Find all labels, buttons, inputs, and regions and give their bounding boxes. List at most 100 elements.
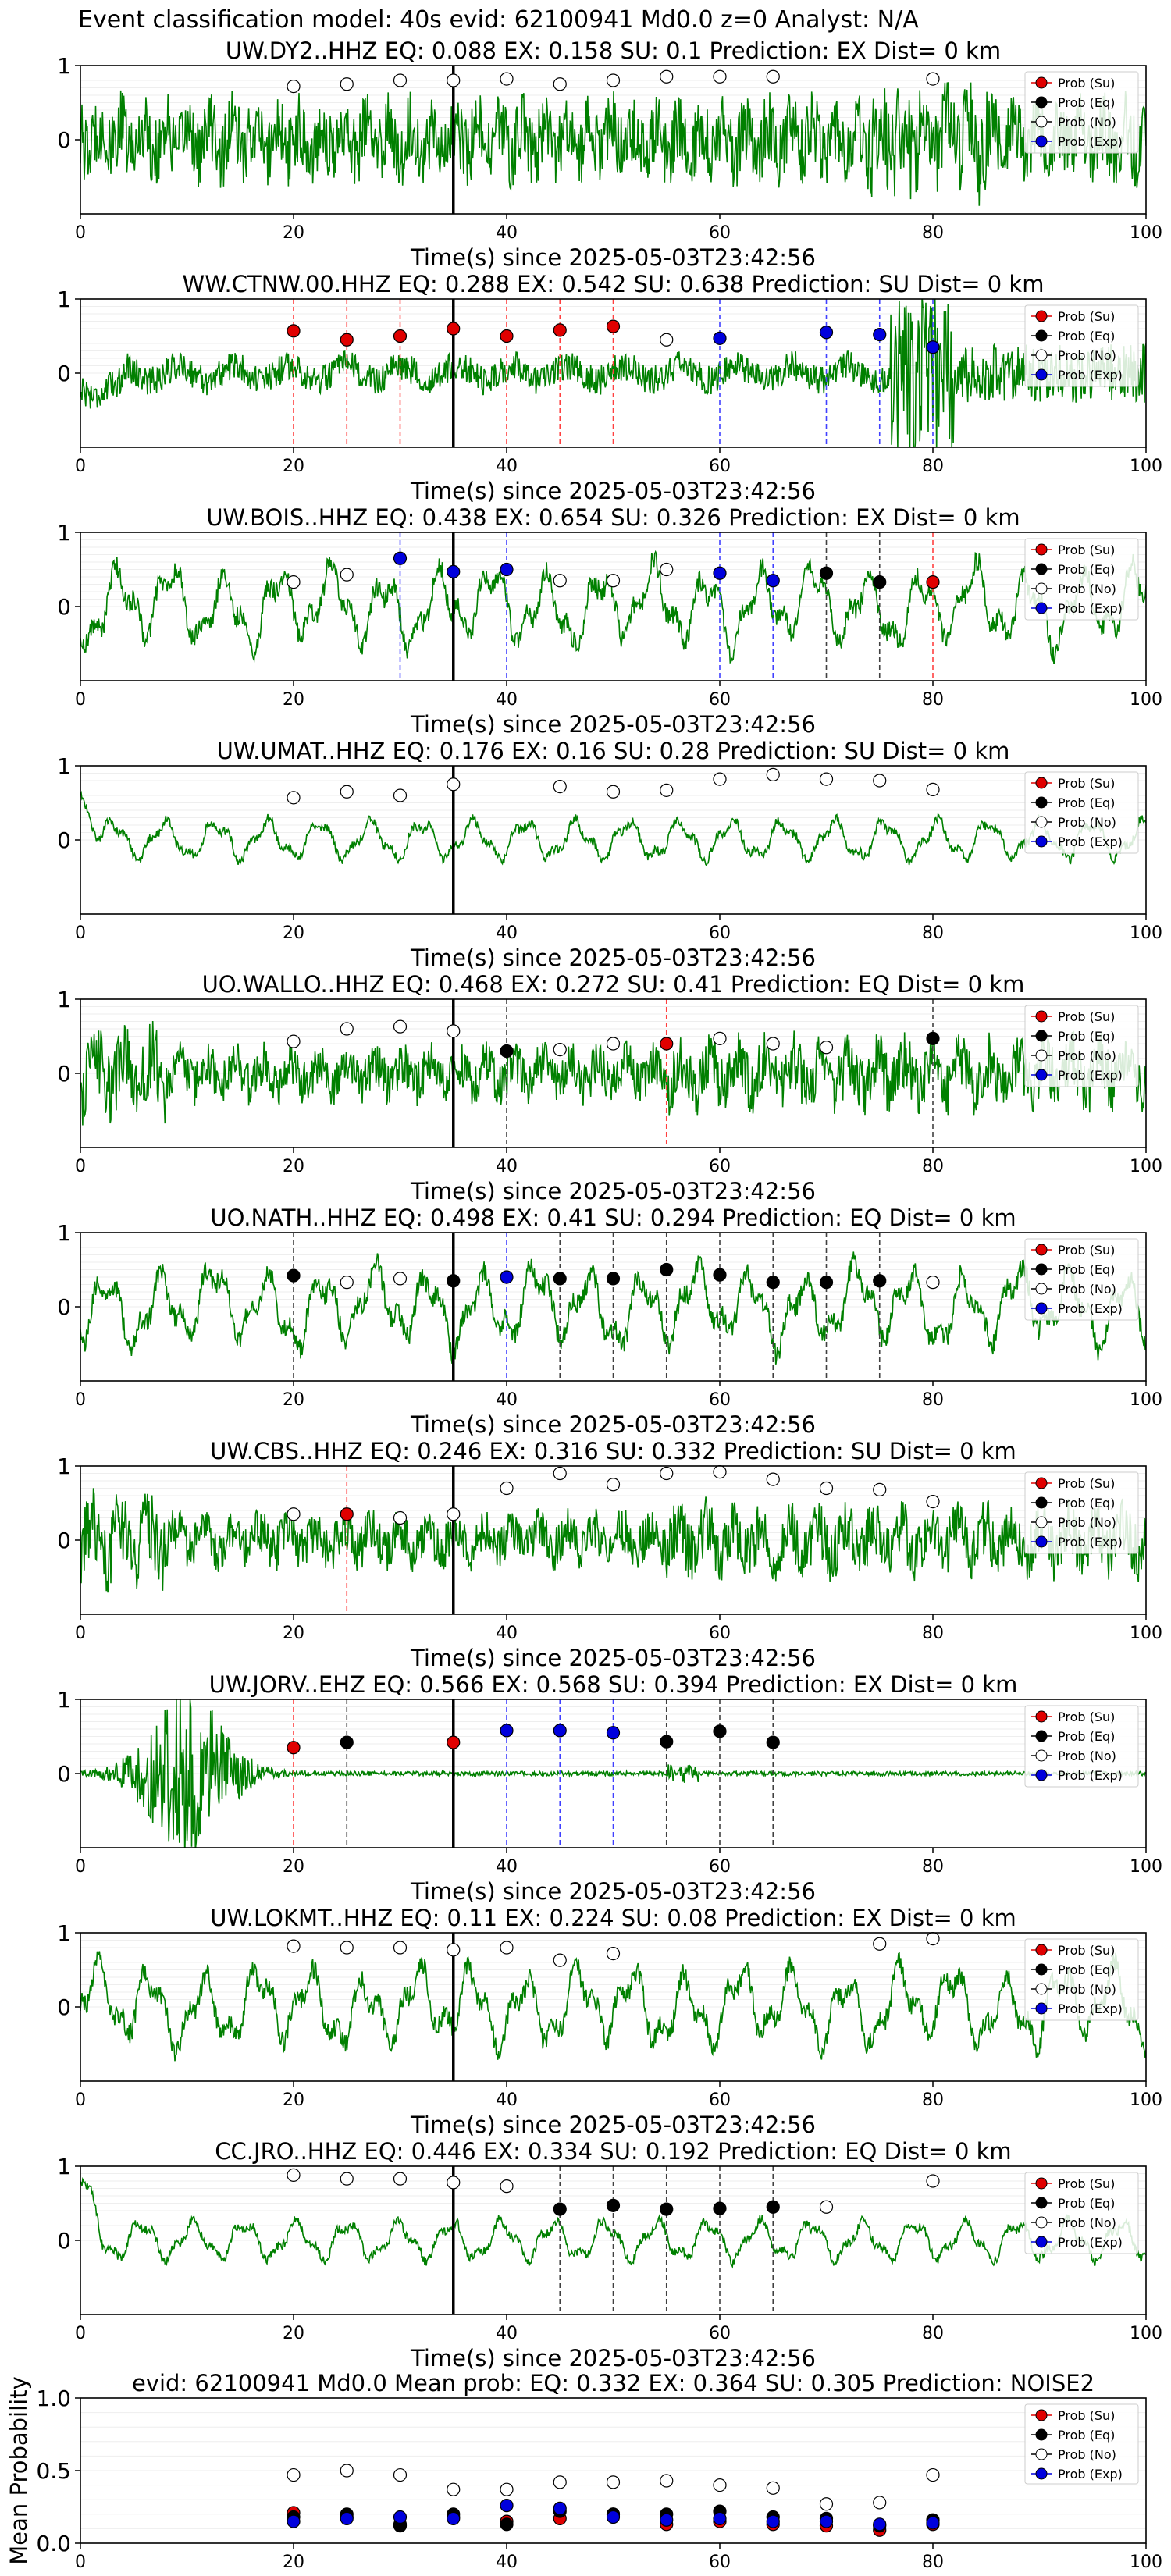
probability-point <box>553 1272 567 1286</box>
probability-point <box>819 1481 834 1496</box>
x-tick-label: 100 <box>1130 1624 1162 1643</box>
station-panel-2: WW.CTNW.00.HHZ EQ: 0.288 EX: 0.542 SU: 0… <box>57 271 1162 504</box>
probability-point <box>926 2174 940 2188</box>
probability-point <box>606 785 621 799</box>
x-tick-label: 20 <box>283 2553 304 2572</box>
probability-point <box>926 1494 940 1509</box>
legend-marker-eq <box>1035 329 1048 342</box>
x-tick-label: 100 <box>1130 1857 1162 1877</box>
panel-title: UW.CBS..HHZ EQ: 0.246 EX: 0.316 SU: 0.33… <box>210 1438 1016 1464</box>
x-tick-label: 40 <box>496 2090 518 2110</box>
probability-point <box>873 1274 887 1288</box>
panel-title: evid: 62100941 Md0.0 Mean prob: EQ: 0.33… <box>132 2370 1094 2396</box>
mean-probability-panel: evid: 62100941 Md0.0 Mean prob: EQ: 0.33… <box>5 2370 1162 2572</box>
x-tick-label: 60 <box>709 1157 731 1176</box>
probability-point <box>447 1507 461 1521</box>
mean-probability-point <box>873 2517 887 2532</box>
waveform-trace <box>80 1020 1146 1126</box>
probability-point <box>500 72 514 86</box>
x-tick-label: 80 <box>922 223 944 243</box>
mean-probability-point <box>393 2467 408 2482</box>
legend-label-no: Prob (No) <box>1058 348 1116 363</box>
legend-marker-su <box>1035 2177 1048 2190</box>
legend-marker-eq <box>1035 96 1048 109</box>
probability-point <box>553 574 567 588</box>
probability-point <box>500 1724 514 1738</box>
probability-point <box>393 329 408 343</box>
legend-marker-no <box>1035 349 1048 361</box>
legend-label-su: Prob (Su) <box>1058 1476 1115 1491</box>
probability-point <box>393 788 408 802</box>
probability-point <box>926 575 940 589</box>
probability-point <box>926 782 940 797</box>
x-axis-label: Time(s) since 2025-05-03T23:42:56 <box>410 478 816 504</box>
legend-label-eq: Prob (Eq) <box>1058 2196 1115 2211</box>
legend-box <box>1024 538 1139 621</box>
legend-label-exp: Prob (Exp) <box>1058 834 1123 849</box>
y-tick-label: 1 <box>57 1453 71 1479</box>
probability-point <box>766 1037 780 1051</box>
station-panel-3: UW.BOIS..HHZ EQ: 0.438 EX: 0.654 SU: 0.3… <box>57 504 1162 738</box>
legend-marker-su <box>1035 543 1048 556</box>
mean-probability-point <box>447 2482 461 2496</box>
probability-point <box>447 1024 461 1038</box>
probability-point <box>660 2202 674 2216</box>
probability-point <box>393 1272 408 1286</box>
probability-point <box>819 1041 834 1055</box>
x-tick-label: 60 <box>709 1624 731 1643</box>
probability-point <box>819 2200 834 2214</box>
legend-label-su: Prob (Su) <box>1058 2408 1115 2423</box>
probability-point <box>340 1941 354 1955</box>
mean-probability-point <box>766 2514 780 2528</box>
legend-label-no: Prob (No) <box>1058 582 1116 596</box>
x-tick-label: 80 <box>922 1390 944 1410</box>
probability-point <box>287 1034 301 1048</box>
x-axis-label: Time(s) since 2025-05-03T23:42:56 <box>410 1878 816 1905</box>
panel-title: UW.DY2..HHZ EQ: 0.088 EX: 0.158 SU: 0.1 … <box>226 37 1001 64</box>
legend-marker-exp <box>1035 1302 1048 1315</box>
legend-label-exp: Prob (Exp) <box>1058 1768 1123 1783</box>
x-tick-label: 20 <box>283 690 304 710</box>
x-tick-label: 100 <box>1130 923 1162 943</box>
mean-probability-point <box>553 2501 567 2515</box>
legend-marker-eq <box>1035 2197 1048 2209</box>
waveform-trace <box>80 1488 1146 1593</box>
legend-label-su: Prob (Su) <box>1058 543 1115 557</box>
legend-marker-su <box>1035 1477 1048 1489</box>
probability-point <box>660 562 674 577</box>
y-tick-label: 0.5 <box>36 2458 71 2484</box>
probability-point <box>340 2172 354 2186</box>
probability-point <box>340 785 354 799</box>
mean-probability-point <box>926 2467 940 2482</box>
x-tick-label: 0 <box>75 1624 86 1643</box>
x-tick-label: 20 <box>283 223 304 243</box>
legend-label-exp: Prob (Exp) <box>1058 1068 1123 1083</box>
x-tick-label: 80 <box>922 2324 944 2343</box>
probability-point <box>340 568 354 582</box>
y-tick-label: 1 <box>57 520 71 546</box>
probability-point <box>660 1466 674 1481</box>
probability-point <box>340 1022 354 1036</box>
page-title: Event classification model: 40s evid: 62… <box>78 6 919 34</box>
legend-label-no: Prob (No) <box>1058 1749 1116 1763</box>
legend-label-eq: Prob (Eq) <box>1058 1029 1115 1044</box>
legend-label-su: Prob (Su) <box>1058 776 1115 791</box>
y-tick-label: 0 <box>57 1061 71 1087</box>
legend-label-eq: Prob (Eq) <box>1058 1729 1115 1744</box>
x-tick-label: 80 <box>922 690 944 710</box>
probability-point <box>766 1276 780 1290</box>
probability-point <box>553 1724 567 1738</box>
y-tick-label: 1 <box>57 53 71 79</box>
panel-title: CC.JRO..HHZ EQ: 0.446 EX: 0.334 SU: 0.19… <box>215 2138 1011 2165</box>
probability-point <box>713 1031 727 1045</box>
x-tick-label: 0 <box>75 690 86 710</box>
x-tick-label: 0 <box>75 2324 86 2343</box>
legend-marker-su <box>1035 1244 1048 1256</box>
waveform-trace <box>80 1251 1146 1365</box>
x-axis-label: Time(s) since 2025-05-03T23:42:56 <box>410 2112 816 2138</box>
x-tick-label: 60 <box>709 1857 731 1877</box>
legend-label-eq: Prob (Eq) <box>1058 562 1115 577</box>
probability-point <box>713 69 727 84</box>
station-panel-8: UW.JORV..EHZ EQ: 0.566 EX: 0.568 SU: 0.3… <box>57 1671 1162 1905</box>
y-tick-label: 1 <box>57 987 71 1012</box>
